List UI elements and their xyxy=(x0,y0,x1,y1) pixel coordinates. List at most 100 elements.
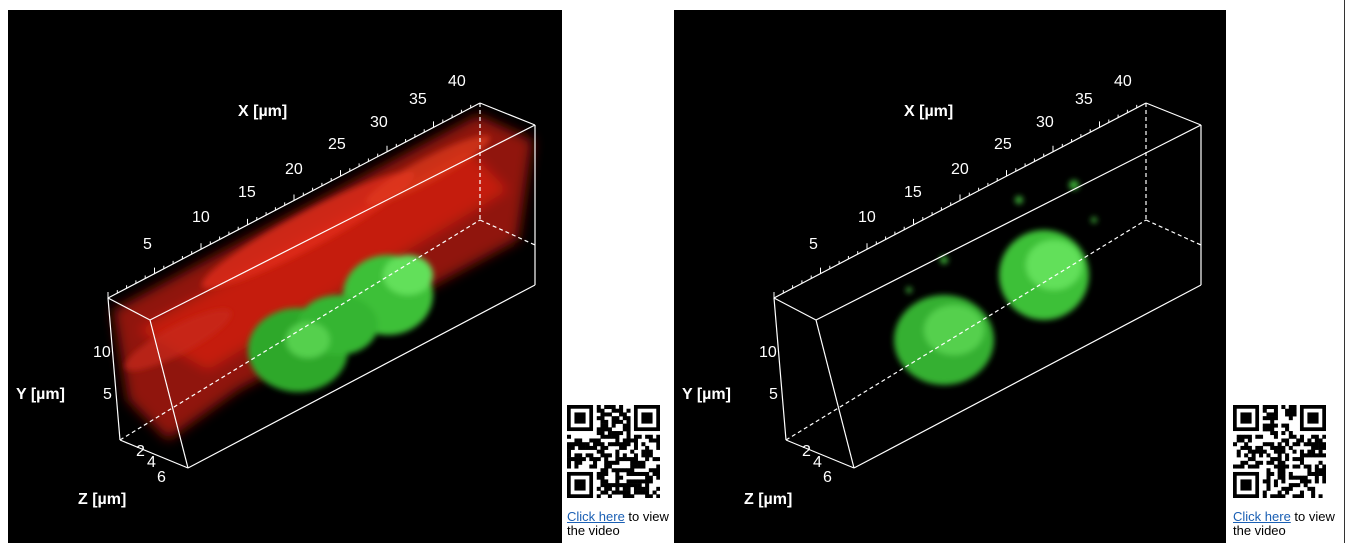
qr-module xyxy=(630,457,634,461)
qr-module xyxy=(1255,450,1259,454)
qr-module xyxy=(1322,476,1326,480)
qr-module xyxy=(608,453,612,457)
qr-module xyxy=(593,465,597,469)
qr-module xyxy=(1296,476,1300,480)
qr-module xyxy=(1285,491,1289,495)
qr-module xyxy=(1315,468,1319,472)
qr-module xyxy=(608,465,612,469)
video-link[interactable]: Click here xyxy=(1233,509,1291,524)
qr-module xyxy=(649,450,653,454)
qr-module xyxy=(1300,491,1304,495)
qr-module xyxy=(615,457,619,461)
qr-module xyxy=(627,468,631,472)
qr-module xyxy=(1263,442,1267,446)
qr-module xyxy=(586,442,590,446)
qr-module xyxy=(634,461,638,465)
qr-module xyxy=(1274,435,1278,439)
qr-module xyxy=(604,435,608,439)
qr-finder xyxy=(574,412,585,423)
qr-module xyxy=(600,450,604,454)
qr-module xyxy=(1237,453,1241,457)
qr-module xyxy=(597,427,601,431)
qr-module xyxy=(615,431,619,435)
qr-module xyxy=(1293,409,1297,413)
qr-module xyxy=(615,416,619,420)
qr-module xyxy=(627,427,631,431)
qr-module xyxy=(653,457,657,461)
qr-module xyxy=(1263,427,1267,431)
qr-module xyxy=(1274,416,1278,420)
qr-module xyxy=(1237,450,1241,454)
qr-module xyxy=(1274,431,1278,435)
qr-module xyxy=(567,457,571,461)
qr-module xyxy=(1281,461,1285,465)
qr-module xyxy=(600,442,604,446)
qr-code xyxy=(567,405,660,498)
qr-module xyxy=(600,468,604,472)
qr-module xyxy=(593,461,597,465)
qr-module xyxy=(597,431,601,435)
qr-module xyxy=(623,438,627,442)
x-tick-label: 30 xyxy=(1036,114,1054,131)
qr-finder xyxy=(1240,412,1251,423)
qr-module xyxy=(1285,438,1289,442)
qr-finder xyxy=(1240,479,1251,490)
qr-module xyxy=(1300,461,1304,465)
qr-module xyxy=(645,483,649,487)
qr-module xyxy=(578,457,582,461)
qr-module xyxy=(608,412,612,416)
qr-module xyxy=(586,446,590,450)
qr-module xyxy=(619,446,623,450)
qr-module xyxy=(615,438,619,442)
qr-module xyxy=(1311,472,1315,476)
z-tick-label: 2 xyxy=(136,443,145,460)
page: X [µm]Y [µm]Z [µm]510152025303540510246 … xyxy=(0,0,1347,543)
qr-module xyxy=(1281,476,1285,480)
qr-module xyxy=(597,438,601,442)
z-tick-label: 4 xyxy=(147,454,156,471)
qr-module xyxy=(597,472,601,476)
qr-module xyxy=(612,468,616,472)
qr-module xyxy=(1315,442,1319,446)
qr-module xyxy=(1311,450,1315,454)
qr-module xyxy=(649,453,653,457)
qr-module xyxy=(1296,442,1300,446)
qr-module xyxy=(608,431,612,435)
qr-module xyxy=(1270,442,1274,446)
qr-module xyxy=(615,479,619,483)
qr-module xyxy=(649,435,653,439)
qr-module xyxy=(627,487,631,491)
qr-module xyxy=(638,461,642,465)
qr-module xyxy=(619,412,623,416)
qr-module xyxy=(1293,465,1297,469)
qr-module xyxy=(634,435,638,439)
qr-module xyxy=(1278,465,1282,469)
qr-module xyxy=(634,453,638,457)
qr-module xyxy=(615,409,619,413)
qr-module xyxy=(1233,442,1237,446)
qr-module xyxy=(1307,453,1311,457)
qr-module xyxy=(634,442,638,446)
qr-module xyxy=(645,435,649,439)
qr-module xyxy=(627,420,631,424)
qr-module xyxy=(567,461,571,465)
qr-module xyxy=(638,472,642,476)
qr-module xyxy=(645,472,649,476)
qr-module xyxy=(1266,461,1270,465)
x-tick-label: 15 xyxy=(904,184,922,201)
qr-module xyxy=(1300,453,1304,457)
qr-module xyxy=(1263,450,1267,454)
qr-module xyxy=(1270,424,1274,428)
qr-module xyxy=(612,416,616,420)
qr-module xyxy=(612,483,616,487)
qr-module xyxy=(623,416,627,420)
x-tick-label: 10 xyxy=(192,209,210,226)
qr-module xyxy=(1296,494,1300,498)
video-link[interactable]: Click here xyxy=(567,509,625,524)
qr-module xyxy=(1307,438,1311,442)
qr-module xyxy=(630,438,634,442)
qr-module xyxy=(593,457,597,461)
render-panel: X [µm]Y [µm]Z [µm]510152025303540510246 xyxy=(674,10,1226,543)
qr-module xyxy=(593,438,597,442)
qr-module xyxy=(1274,412,1278,416)
